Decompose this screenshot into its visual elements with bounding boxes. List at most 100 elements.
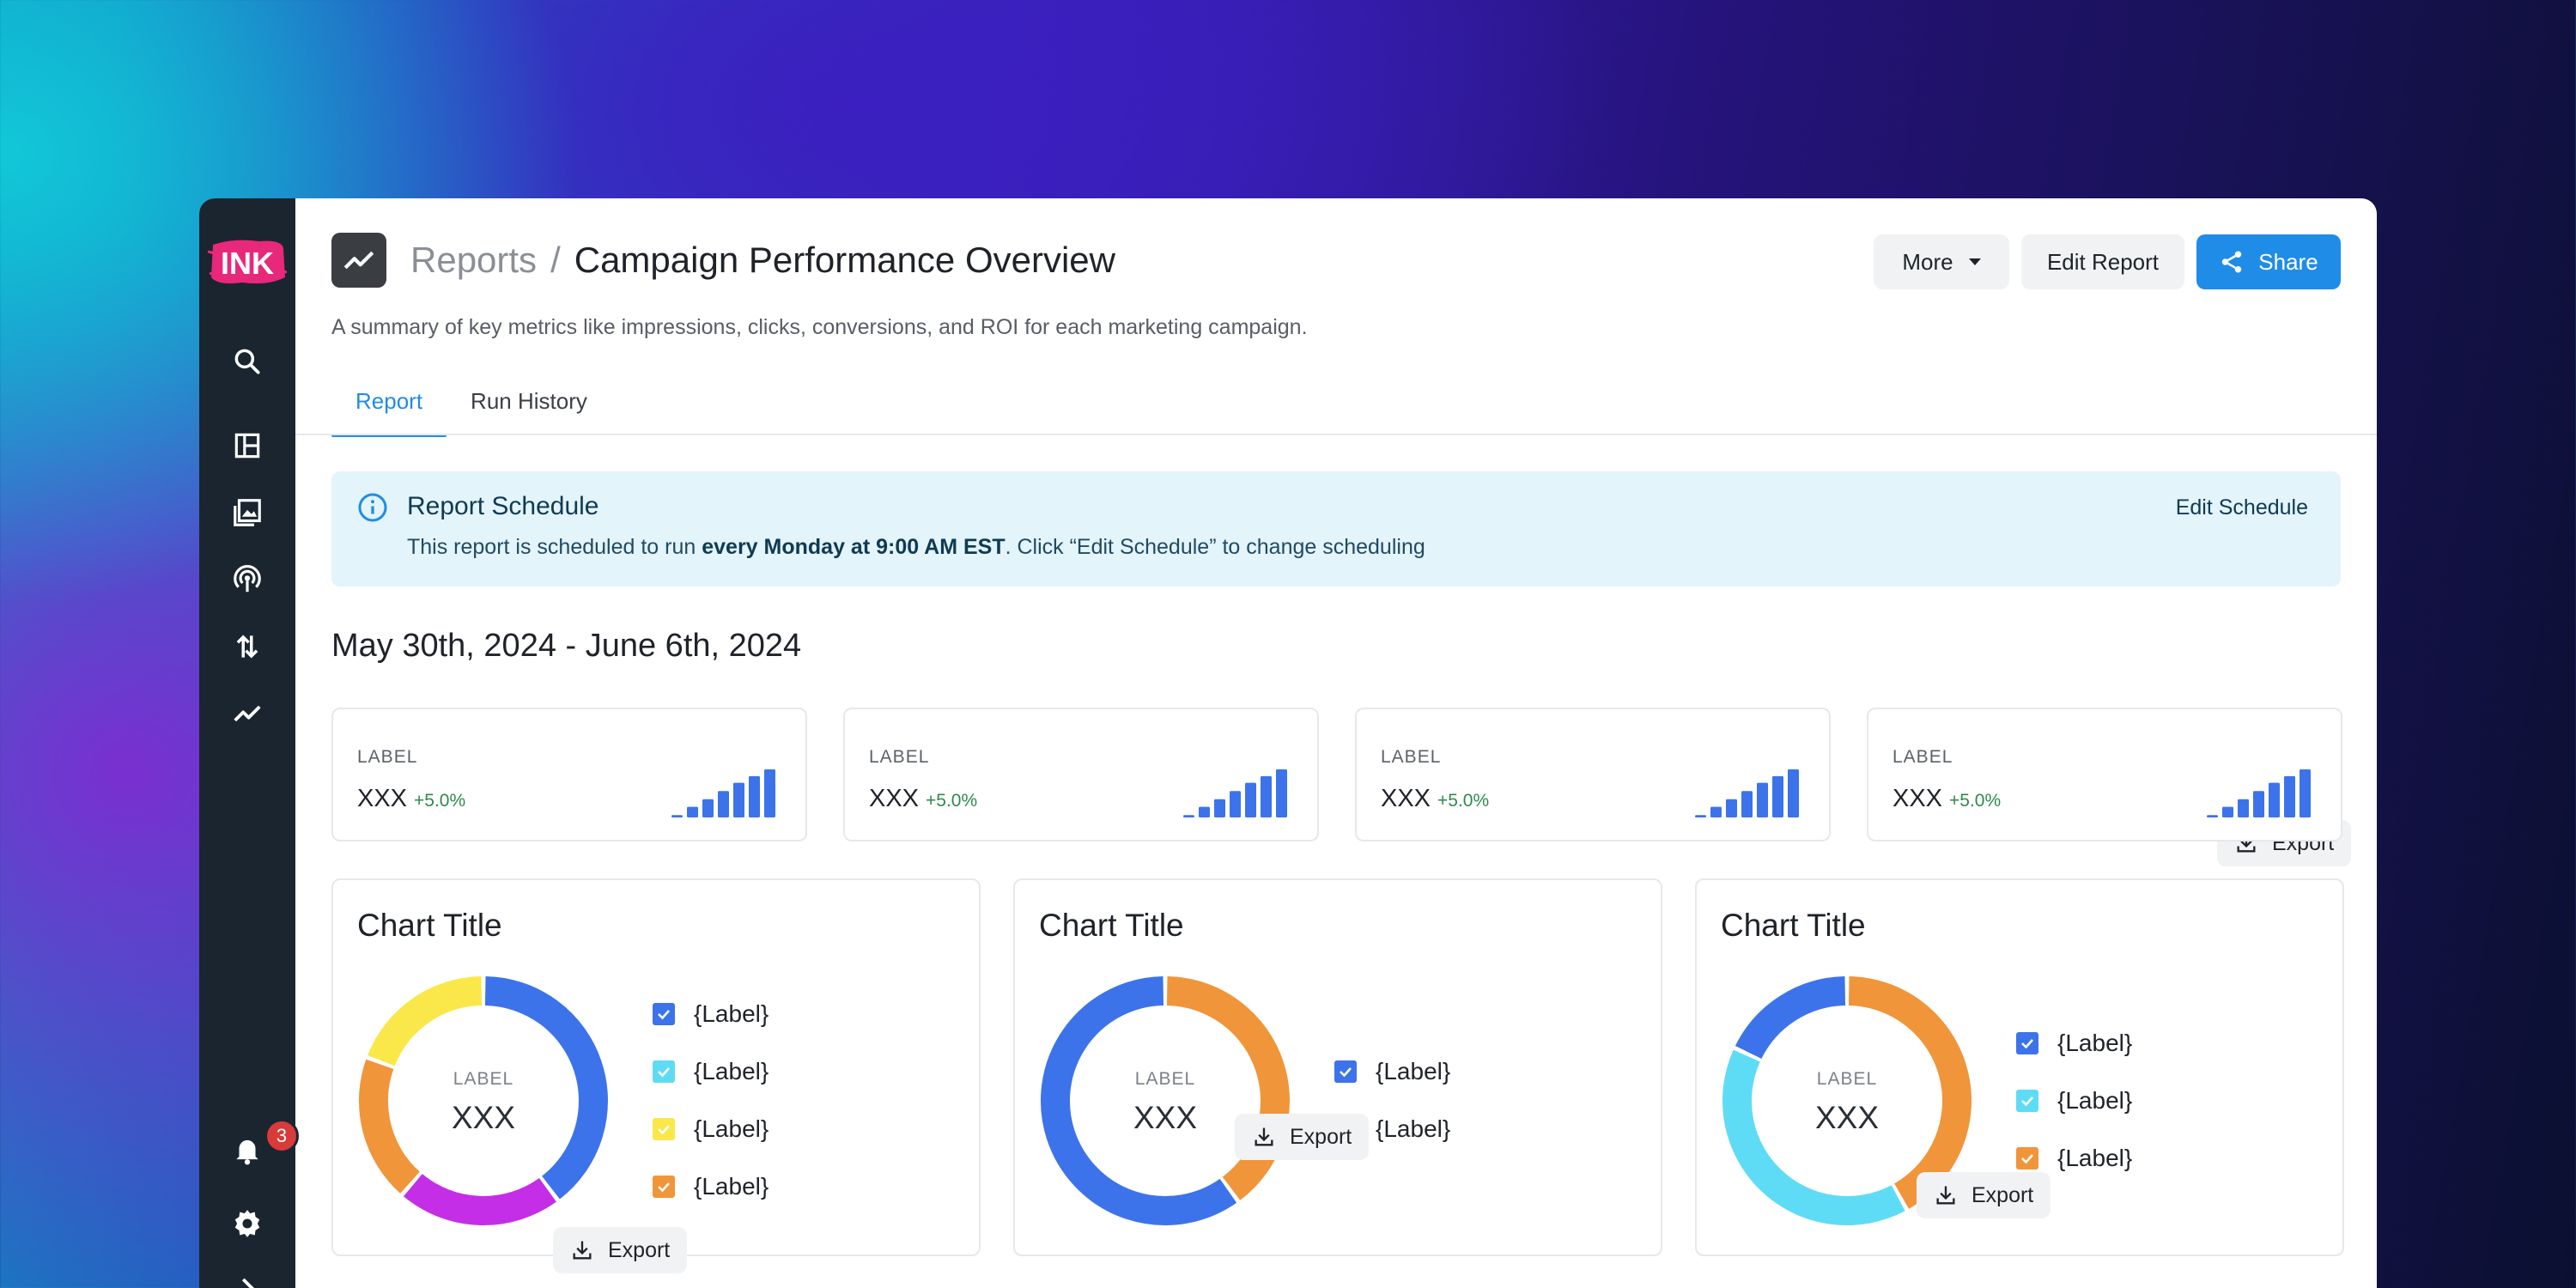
download-icon	[1936, 1186, 1955, 1205]
kpi-sparkline	[1183, 769, 1287, 817]
donut-segment	[1722, 1049, 1905, 1225]
kpi-label: LABEL	[869, 747, 930, 767]
caret-down-icon	[1968, 258, 1981, 265]
spark-bar	[2300, 769, 2311, 817]
chart-card: Chart Title LABEL XXX {Label} {Label} {L…	[331, 878, 981, 1273]
ink-logo[interactable]: INK	[207, 236, 288, 288]
donut-segment	[1735, 976, 1846, 1060]
kpi-label: LABEL	[357, 747, 418, 767]
edit-report-label: Edit Report	[2046, 248, 2160, 275]
checkbox-icon[interactable]	[653, 1176, 675, 1198]
transfer-icon	[236, 635, 258, 659]
more-label: More	[1902, 248, 1953, 275]
legend-item[interactable]: {Label}	[653, 1115, 769, 1143]
chart-export-button[interactable]: Export	[1235, 1114, 1370, 1160]
donut-center-value: XXX	[1133, 1100, 1198, 1135]
spark-bar	[702, 799, 714, 817]
spark-bar	[2207, 815, 2218, 817]
kpi-card: LABEL XXX +5.0%	[843, 708, 1319, 841]
spark-bar	[1214, 799, 1225, 817]
sidebar-layout[interactable]	[222, 420, 273, 471]
chevron-right-icon	[241, 1278, 255, 1288]
sidebar-transfers[interactable]	[222, 621, 273, 672]
spark-bar	[1726, 799, 1737, 817]
sidebar-settings[interactable]	[222, 1198, 273, 1249]
more-button[interactable]: More	[1874, 234, 2009, 289]
legend-item[interactable]: {Label}	[1334, 1058, 1450, 1085]
kpi-sparkline	[2207, 769, 2311, 817]
spark-bar	[1741, 791, 1753, 817]
spark-bar	[2222, 806, 2233, 817]
spark-bar	[718, 791, 729, 817]
page-subtitle: A summary of key metrics like impression…	[331, 315, 1308, 339]
layout-icon	[234, 433, 260, 459]
spark-bar	[2284, 775, 2295, 817]
chart-export-button[interactable]: Export	[1917, 1172, 2051, 1218]
schedule-time: every Monday at 9:00 AM EST	[702, 535, 1005, 559]
sidebar-broadcast[interactable]	[222, 554, 273, 605]
checkbox-icon[interactable]	[653, 1118, 675, 1140]
sidebar-expand[interactable]	[222, 1263, 273, 1288]
edit-schedule-link[interactable]: Edit Schedule	[2175, 495, 2308, 519]
sidebar-notifications[interactable]: 3	[222, 1119, 299, 1176]
legend-item[interactable]: {Label}	[2016, 1145, 2132, 1172]
schedule-banner: Report Schedule This report is scheduled…	[331, 471, 2341, 586]
checkbox-icon[interactable]	[653, 1060, 675, 1083]
gear-icon	[234, 1210, 260, 1237]
tab-run-history[interactable]: Run History	[471, 387, 587, 414]
share-button[interactable]: Share	[2196, 234, 2341, 289]
trend-icon	[234, 705, 261, 722]
legend-item[interactable]: {Label}	[653, 1173, 769, 1200]
checkbox-icon[interactable]	[2016, 1032, 2038, 1054]
trend-icon	[343, 251, 374, 270]
spark-bar	[1772, 775, 1783, 817]
podcast-icon	[234, 565, 261, 592]
legend-item[interactable]: {Label}	[2016, 1030, 2132, 1057]
download-icon	[573, 1241, 592, 1260]
legend-item[interactable]: {Label}	[653, 1058, 769, 1085]
spark-bar	[1199, 806, 1210, 817]
info-icon	[358, 493, 387, 522]
checkbox-icon[interactable]	[2016, 1090, 2038, 1112]
tab-report[interactable]: Report	[331, 367, 447, 437]
checkbox-icon[interactable]	[1334, 1060, 1357, 1083]
donut-chart	[1722, 976, 1971, 1225]
date-range: May 30th, 2024 - June 6th, 2024	[331, 628, 802, 664]
spark-bar	[1710, 806, 1722, 817]
sidebar: INK 3	[199, 198, 299, 1288]
spark-bar	[1788, 769, 1799, 817]
sidebar-media[interactable]	[222, 487, 273, 538]
breadcrumb-reports[interactable]: Reports	[410, 240, 538, 280]
kpi-delta: +5.0%	[1949, 791, 2002, 811]
edit-report-button[interactable]: Edit Report	[2021, 234, 2184, 289]
breadcrumb-separator: /	[550, 240, 561, 280]
checkbox-icon[interactable]	[653, 1003, 675, 1025]
spark-bar	[1695, 815, 1706, 817]
sidebar-search[interactable]	[222, 336, 273, 387]
sidebar-reports[interactable]	[222, 688, 273, 739]
banner-text: This report is scheduled to run every Mo…	[407, 535, 1425, 559]
legend-item[interactable]: {Label}	[653, 1000, 769, 1028]
notification-badge: 3	[264, 1119, 299, 1153]
image-icon	[234, 499, 261, 526]
tab-divider	[295, 434, 2377, 435]
main-content: Reports / Campaign Performance Overview …	[295, 198, 2377, 1288]
kpi-card: LABEL XXX +5.0%	[1867, 708, 2342, 841]
chart-export-button[interactable]: Export	[553, 1227, 688, 1273]
share-icon	[2222, 251, 2242, 273]
legend-item[interactable]: {Label}	[2016, 1087, 2132, 1115]
spark-bar	[2238, 799, 2249, 817]
checkbox-icon[interactable]	[2016, 1147, 2038, 1170]
donut-segment	[368, 976, 483, 1066]
spark-bar	[1183, 815, 1194, 817]
download-icon	[1255, 1127, 1273, 1146]
kpi-value: XXX +5.0%	[357, 785, 466, 812]
spark-bar	[1757, 782, 1768, 817]
donut-segment	[359, 1059, 421, 1194]
spark-bar	[1230, 791, 1241, 817]
breadcrumb: Reports / Campaign Performance Overview	[410, 236, 1115, 284]
spark-bar	[2253, 791, 2264, 817]
kpi-value: XXX +5.0%	[1893, 785, 2002, 812]
kpi-sparkline	[1695, 769, 1799, 817]
donut-center-label: LABEL	[1134, 1069, 1196, 1089]
